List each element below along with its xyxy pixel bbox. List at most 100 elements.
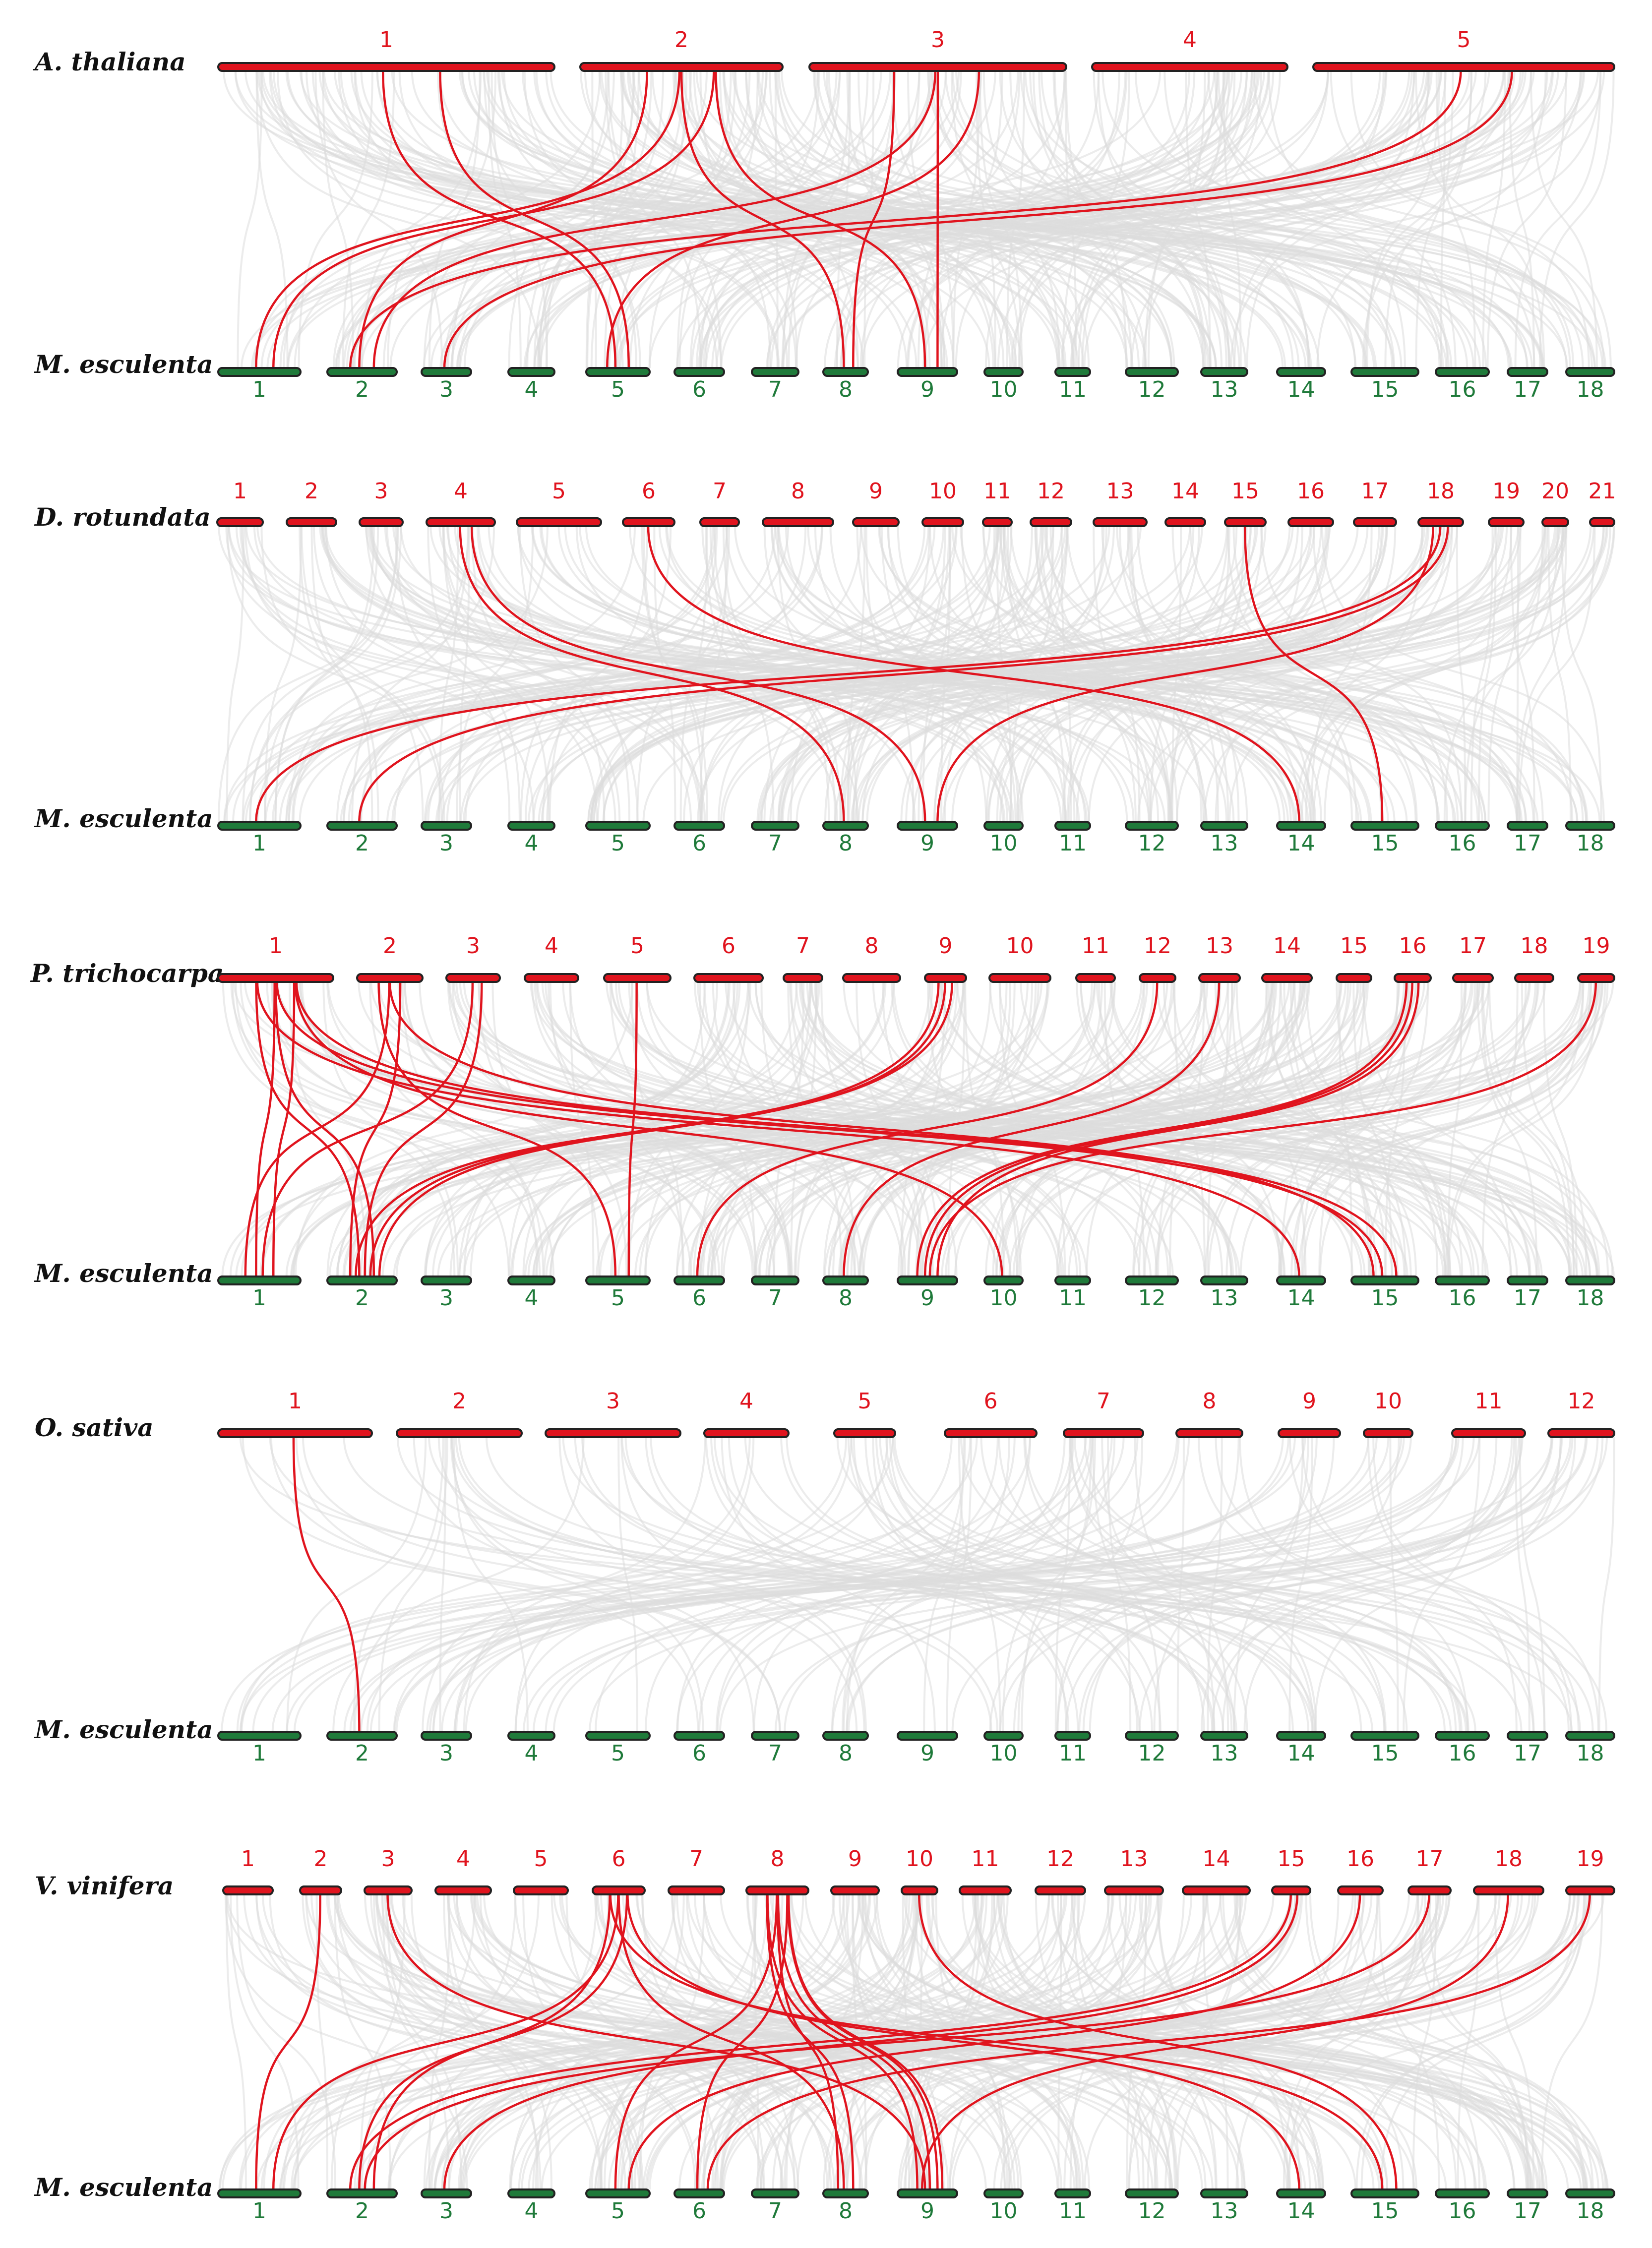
top-chromosome-label: 19: [1583, 933, 1610, 959]
collinear-block: [897, 526, 1172, 822]
bottom-chromosome-14: [1276, 2188, 1326, 2198]
collinear-block: [807, 526, 1317, 822]
bottom-chromosome-17: [1507, 1731, 1548, 1741]
bottom-chromosome-label: 3: [439, 377, 453, 402]
top-chromosome-label: 9: [869, 479, 883, 504]
collinear-block: [476, 1894, 1588, 2190]
bottom-chromosome-18: [1565, 1731, 1615, 1741]
top-chromosome-3: [364, 1885, 413, 1895]
top-chromosome-4: [426, 517, 496, 527]
collinear-block: [974, 1894, 1140, 2190]
top-chromosome-label: 12: [1144, 933, 1171, 959]
bottom-chromosome-17: [1507, 1276, 1548, 1285]
collinear-block: [1305, 981, 1451, 1277]
top-chromosome-label: 7: [1097, 1389, 1110, 1414]
collinear-block: [590, 526, 1428, 822]
collinear-block: [322, 70, 355, 368]
bottom-chromosome-label: 1: [252, 2198, 266, 2224]
highlighted-link-3-5: [606, 70, 980, 368]
collinear-block: [1542, 981, 1578, 1277]
highlighted-link-9-2: [369, 981, 940, 1277]
collinear-block: [641, 526, 708, 822]
top-chromosome-label: 3: [606, 1389, 620, 1414]
bottom-chromosome-12: [1125, 1731, 1179, 1741]
collinear-block: [1118, 1894, 1606, 2190]
collinear-block: [302, 1437, 992, 1732]
top-chromosome-label: 1: [233, 479, 247, 504]
bottom-chromosome-7: [751, 1731, 799, 1741]
bottom-chromosome-13: [1200, 1276, 1248, 1285]
top-chromosome-11: [1451, 1428, 1526, 1438]
highlighted-link-8-9: [766, 1894, 918, 2190]
top-chromosome-label: 8: [1203, 1389, 1217, 1414]
collinear-block: [1084, 1437, 1570, 1732]
bottom-species-label: M. esculenta: [34, 804, 213, 833]
top-chromosome-label: 1: [288, 1389, 302, 1414]
collinear-block: [310, 1894, 784, 2190]
top-chromosome-label: 16: [1399, 933, 1427, 959]
top-chromosome-label: 2: [674, 27, 688, 53]
bottom-chromosome-16: [1435, 821, 1490, 831]
collinear-block: [1561, 526, 1602, 822]
collinear-block: [1013, 70, 1218, 368]
collinear-block: [289, 981, 367, 1277]
collinear-block: [330, 1894, 476, 2190]
highlighted-link-12-6: [696, 981, 1159, 1277]
top-chromosome-10: [988, 973, 1051, 983]
collinear-block: [617, 1437, 638, 1732]
bottom-chromosome-10: [983, 367, 1024, 377]
collinear-block: [314, 70, 443, 368]
bottom-chromosome-14: [1276, 367, 1326, 377]
top-chromosome-label: 9: [1302, 1389, 1316, 1414]
bottom-chromosome-13: [1200, 2188, 1248, 2198]
bottom-chromosome-label: 7: [768, 1285, 782, 1311]
collinear-block: [360, 981, 731, 1277]
highlighted-link-18-9: [936, 526, 1434, 822]
collinear-block: [810, 981, 1480, 1277]
collinear-block: [1482, 981, 1575, 1277]
highlighted-links: [255, 1894, 1591, 2190]
panel-osativa: O. sativa M. esculenta 1 2 3 4 5 6 7 8 9 10 11 12 1…: [34, 1389, 1615, 1766]
bottom-chromosome-8: [822, 821, 869, 831]
collinear-block: [451, 70, 610, 368]
bottom-chromosome-label: 2: [355, 2198, 369, 2224]
bottom-chromosome-label: 1: [252, 1741, 266, 1766]
top-species-label: O. sativa: [35, 1413, 154, 1442]
collinear-block: [439, 1437, 447, 1732]
bottom-chromosome-label: 16: [1449, 831, 1476, 856]
collinear-block: [1243, 1437, 1562, 1732]
collinear-block: [463, 981, 719, 1277]
top-chromosome-label: 8: [771, 1846, 785, 1872]
collinear-block: [644, 981, 819, 1277]
collinear-block: [1207, 981, 1229, 1277]
bottom-chromosome-label: 17: [1514, 831, 1541, 856]
collinear-block: [1137, 526, 1615, 822]
highlighted-link-8-8: [776, 1894, 839, 2190]
top-chromosome-9: [830, 1885, 880, 1895]
collinear-block: [918, 526, 1005, 822]
collinear-block: [332, 70, 882, 368]
bottom-chromosome-18: [1565, 2188, 1615, 2198]
highlighted-link-3-2: [364, 981, 483, 1277]
bottom-chromosome-label: 7: [768, 377, 782, 402]
bottom-chromosome-4: [507, 821, 555, 831]
collinear-block: [1238, 1437, 1469, 1732]
collinear-block: [269, 1894, 603, 2190]
collinear-block: [364, 1894, 836, 2190]
bottom-chromosome-12: [1125, 2188, 1179, 2198]
bottom-chromosome-6: [673, 367, 725, 377]
bottom-chromosome-3: [421, 2188, 472, 2198]
collinear-block: [1211, 1437, 1576, 1732]
collinear-block: [892, 1437, 1463, 1732]
bottom-chromosome-label: 6: [692, 1741, 706, 1766]
top-chromosome-label: 7: [713, 479, 727, 504]
top-chromosome-label: 10: [1006, 933, 1034, 959]
top-chromosome-1: [216, 517, 264, 527]
collinear-block: [541, 526, 1388, 822]
collinear-block: [451, 1437, 704, 1732]
bottom-chromosome-label: 8: [839, 1741, 853, 1766]
bottom-species-label: M. esculenta: [34, 1715, 213, 1744]
highlighted-link-8-5: [614, 1894, 778, 2190]
bottom-chromosome-7: [751, 821, 799, 831]
collinear-block: [287, 70, 1284, 368]
